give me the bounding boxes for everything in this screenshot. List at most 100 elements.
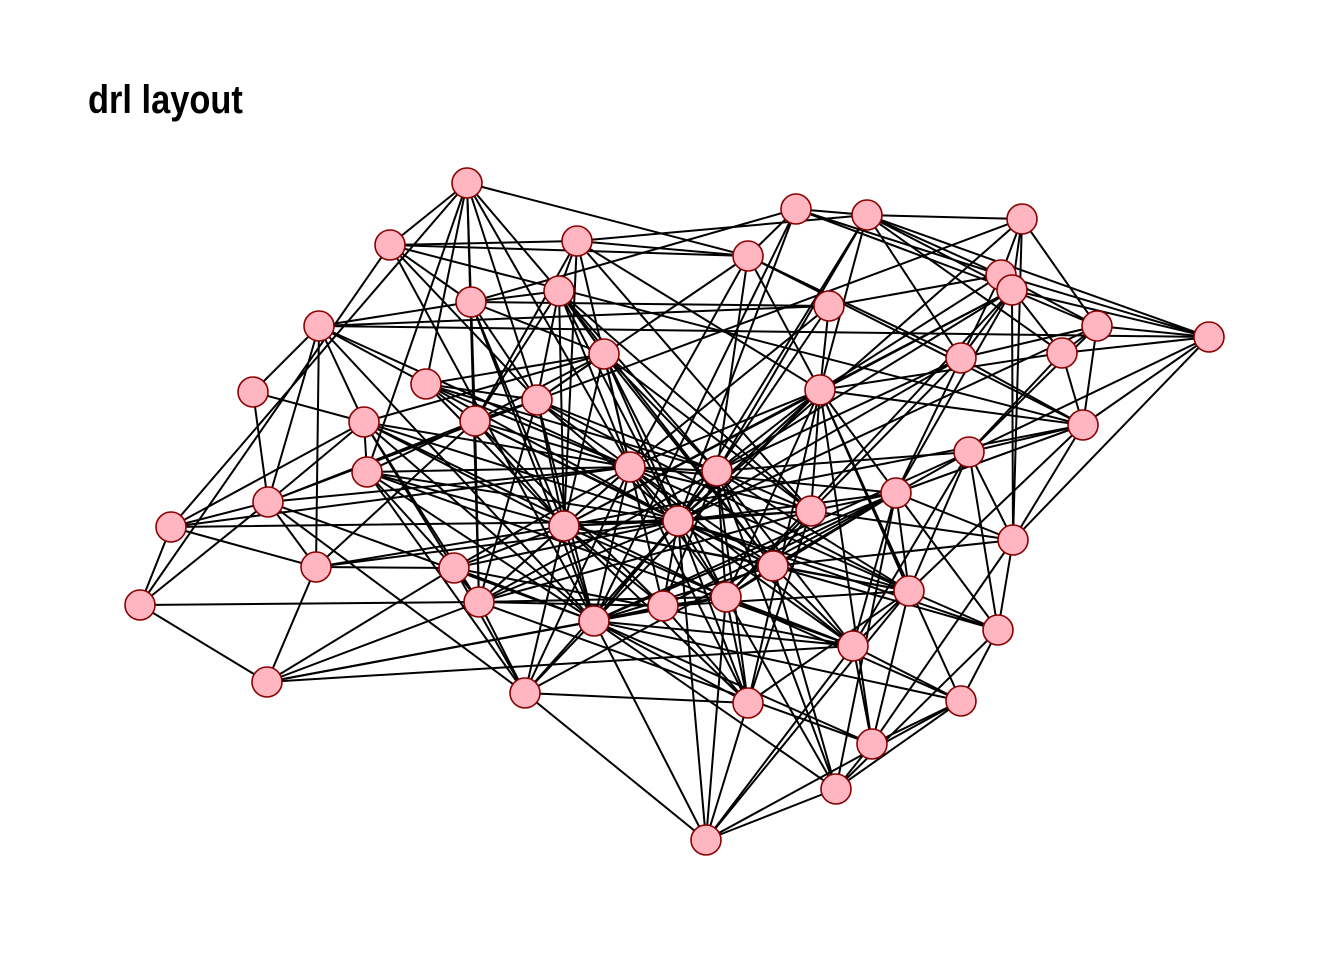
graph-edge <box>772 565 837 790</box>
graph-edge <box>466 182 560 292</box>
graph-edge <box>478 601 664 607</box>
graph-edge <box>677 218 1023 522</box>
graph-edge <box>1082 336 1210 426</box>
graph-edge <box>819 352 1063 391</box>
graph-edge <box>470 301 830 307</box>
graph-edge <box>705 700 962 841</box>
graph-node <box>455 286 487 318</box>
graph-edge <box>819 389 1084 426</box>
graph-edge <box>677 520 774 567</box>
graph-edge <box>363 421 631 468</box>
graph-edge <box>866 214 1210 338</box>
graph-edge <box>593 620 749 704</box>
graph-edge <box>363 421 727 598</box>
graph-edge <box>593 565 774 622</box>
graph-node <box>561 225 593 257</box>
graph-edge <box>470 301 565 527</box>
graph-edge <box>960 357 1084 426</box>
graph-edge <box>968 451 1014 541</box>
graph-edge <box>603 353 631 468</box>
graph-node <box>820 773 852 805</box>
graph-node <box>588 338 620 370</box>
graph-node <box>463 586 495 618</box>
node-layer <box>124 167 1225 856</box>
graph-edge <box>366 471 526 694</box>
graph-edge <box>772 565 854 647</box>
graph-edge <box>425 353 605 385</box>
graph-edge <box>716 389 821 472</box>
graph-edge <box>478 520 679 603</box>
graph-edge <box>772 565 999 631</box>
graph-edge <box>1000 274 1210 338</box>
graph-edge <box>267 421 365 503</box>
graph-node <box>1046 337 1078 369</box>
graph-node <box>124 589 156 621</box>
graph-edge <box>795 208 1013 291</box>
graph-edge <box>466 182 631 468</box>
graph-edge <box>466 182 538 401</box>
graph-edge <box>852 645 962 702</box>
graph-edge <box>474 290 560 422</box>
graph-edge <box>593 466 631 622</box>
graph-edge <box>524 466 631 694</box>
graph-node <box>804 374 836 406</box>
graph-edge <box>474 420 631 468</box>
graph-edge <box>1061 336 1210 354</box>
graph-edge <box>366 471 679 522</box>
graph-edge <box>536 218 1023 401</box>
graph-edge <box>725 596 837 790</box>
graph-edge <box>716 470 812 512</box>
graph-node <box>662 505 694 537</box>
graph-edge <box>453 466 631 569</box>
graph-node <box>303 310 335 342</box>
graph-edge <box>389 244 472 303</box>
graph-node <box>614 451 646 483</box>
graph-edge <box>318 325 365 423</box>
graph-edge <box>170 466 631 528</box>
graph-edge <box>389 244 538 401</box>
graph-edge <box>1012 218 1023 541</box>
graph-edge <box>470 301 538 401</box>
graph-edge <box>318 325 427 385</box>
graph-edge <box>835 629 999 790</box>
graph-edge <box>266 645 854 683</box>
graph-edge <box>366 466 631 473</box>
graph-edge <box>266 567 455 683</box>
graph-edge <box>705 590 910 841</box>
graph-edge <box>266 566 317 683</box>
graph-node <box>945 685 977 717</box>
graph-node <box>690 824 722 856</box>
graph-node <box>837 630 869 662</box>
graph-edge <box>593 492 897 622</box>
graph-edge <box>453 567 526 694</box>
graph-edge <box>819 389 873 745</box>
graph-node <box>856 728 888 760</box>
graph-edge <box>629 466 910 592</box>
graph-edge <box>593 620 873 745</box>
graph-edge <box>563 240 578 527</box>
graph-node <box>795 495 827 527</box>
graph-edge <box>252 391 365 423</box>
graph-edge <box>629 466 812 512</box>
graph-node <box>851 199 883 231</box>
graph-edge <box>139 601 480 606</box>
graph-edge <box>1012 336 1210 541</box>
graph-edge <box>478 601 873 745</box>
graph-node <box>300 551 332 583</box>
graph-edge <box>895 492 1014 541</box>
graph-edge <box>810 357 962 512</box>
graph-edge <box>536 399 718 472</box>
graph-edge <box>453 525 565 569</box>
graph-node <box>996 274 1028 306</box>
graph-edge <box>968 451 999 631</box>
graph-edge <box>524 692 707 841</box>
graph-edge <box>363 421 679 522</box>
graph-edge <box>716 255 749 472</box>
graph-edge <box>593 620 837 790</box>
graph-node <box>732 240 764 272</box>
graph-edge <box>478 525 565 603</box>
graph-node <box>252 486 284 518</box>
graph-edge <box>315 420 476 568</box>
graph-edge <box>629 466 897 494</box>
graph-edge <box>524 492 897 694</box>
